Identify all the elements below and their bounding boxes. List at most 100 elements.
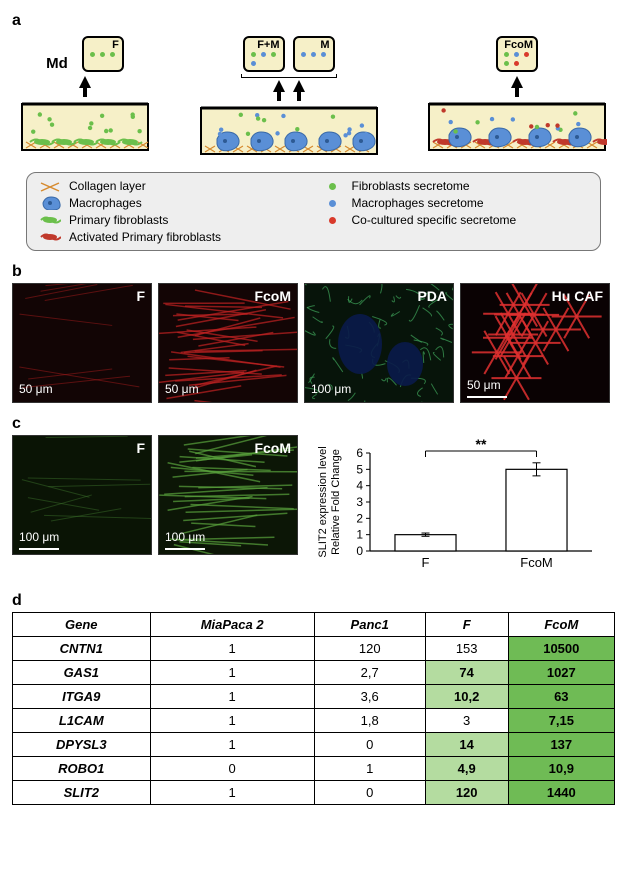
svg-text:4: 4 [356, 479, 363, 493]
secretome-box: M [293, 36, 335, 72]
diagram-group: F+M M [199, 36, 379, 156]
culture-dish [199, 106, 379, 156]
legend-item: Primary fibroblasts [39, 213, 306, 227]
table-row: ITGA913,610,263 [13, 685, 615, 709]
micrograph-label: F [136, 440, 145, 456]
micrograph: FcoM 100 μm [158, 435, 298, 555]
secretome-box: FcoM [496, 36, 538, 72]
svg-text:3: 3 [356, 495, 363, 509]
table-cell: 1 [150, 781, 314, 805]
panel-c: F 100 μm FcoM 100 μm 0 1 2 3 4 5 6 F FcoM ** SLIT2 e… [12, 435, 615, 578]
gene-name-cell: SLIT2 [13, 781, 151, 805]
fsecret-icon [322, 179, 344, 193]
table-cell: 1 [150, 685, 314, 709]
table-header: MiaPaca 2 [150, 613, 314, 637]
svg-text:0: 0 [356, 544, 363, 558]
legend-text: Collagen layer [69, 179, 146, 193]
panel-a-legend: Collagen layerFibroblasts secretomeMacro… [26, 172, 601, 251]
panel-b-row: F50 μm FcoM50 μm PDA100 μm Hu CAF50 μm [12, 283, 615, 403]
micrograph: FcoM50 μm [158, 283, 298, 403]
slit2-chart: 0 1 2 3 4 5 6 F FcoM ** SLIT2 expression levelRela… [312, 435, 615, 578]
table-row: SLIT2101201440 [13, 781, 615, 805]
table-cell: 0 [150, 757, 314, 781]
table-row: DPYSL31014137 [13, 733, 615, 757]
scale-label: 50 μm [467, 378, 501, 392]
culture-dish [427, 102, 607, 152]
gene-name-cell: ITGA9 [13, 685, 151, 709]
legend-text: Primary fibroblasts [69, 213, 168, 227]
msecret-icon [322, 196, 344, 210]
secretome-box: F [82, 36, 124, 72]
svg-text:**: ** [476, 436, 487, 452]
svg-text:2: 2 [356, 511, 363, 525]
micrograph: F 100 μm [12, 435, 152, 555]
micrograph-label: F [136, 288, 145, 304]
scale-label: 50 μm [165, 382, 199, 396]
legend-item: Macrophages [39, 196, 306, 210]
scale-label: 100 μm [311, 382, 351, 396]
panel-d-label: d [12, 592, 615, 610]
svg-text:Relative Fold Change: Relative Fold Change [330, 449, 342, 555]
table-cell: 1,8 [314, 709, 425, 733]
secretome-box: F+M [243, 36, 285, 72]
table-header: FcoM [508, 613, 614, 637]
gene-table: GeneMiaPaca 2Panc1FFcoMCNTN1112015310500… [12, 612, 615, 805]
table-cell: 120 [425, 781, 508, 805]
svg-text:FcoM: FcoM [520, 555, 553, 570]
scale-label: 100 μm [19, 530, 59, 544]
legend-text: Co-cultured specific secretome [352, 213, 517, 227]
secretome-box-label: F [112, 39, 119, 51]
micrograph-label: Hu CAF [552, 288, 603, 304]
table-cell: 3,6 [314, 685, 425, 709]
table-row: L1CAM11,837,15 [13, 709, 615, 733]
legend-item: Activated Primary fibroblasts [39, 230, 306, 244]
secretome-box-label: F+M [257, 39, 279, 51]
gene-name-cell: GAS1 [13, 661, 151, 685]
legend-text: Macrophages secretome [352, 196, 484, 210]
cosecret-icon [322, 213, 344, 227]
panel-c-imgs: F 100 μm FcoM 100 μm [12, 435, 298, 555]
table-cell: 1440 [508, 781, 614, 805]
table-cell: 10,2 [425, 685, 508, 709]
panel-c-label: c [12, 415, 615, 433]
scale-label: 50 μm [19, 382, 53, 396]
macro-icon [39, 196, 61, 210]
afib-icon [39, 230, 61, 244]
table-cell: 120 [314, 637, 425, 661]
table-cell: 7,15 [508, 709, 614, 733]
table-cell: 10500 [508, 637, 614, 661]
svg-text:SLIT2 expression level: SLIT2 expression level [317, 446, 329, 557]
table-cell: 1 [150, 637, 314, 661]
table-cell: 1 [150, 733, 314, 757]
table-row: CNTN1112015310500 [13, 637, 615, 661]
diagram-group: Md F [20, 36, 150, 152]
svg-text:6: 6 [356, 446, 363, 460]
micrograph-label: FcoM [254, 440, 291, 456]
gene-name-cell: ROBO1 [13, 757, 151, 781]
table-cell: 63 [508, 685, 614, 709]
svg-text:5: 5 [356, 462, 363, 476]
table-cell: 1 [314, 757, 425, 781]
secretome-box-label: M [320, 39, 329, 51]
collagen-icon [39, 179, 61, 193]
table-row: GAS112,7741027 [13, 661, 615, 685]
table-cell: 74 [425, 661, 508, 685]
table-cell: 10,9 [508, 757, 614, 781]
table-cell: 2,7 [314, 661, 425, 685]
table-header: F [425, 613, 508, 637]
pfib-icon [39, 213, 61, 227]
scale-label: 100 μm [165, 530, 205, 544]
md-label: Md [46, 55, 68, 72]
table-row: ROBO1014,910,9 [13, 757, 615, 781]
micrograph: F 50 μm [12, 283, 152, 403]
panel-a-label: a [12, 12, 615, 30]
table-header: Gene [13, 613, 151, 637]
legend-item: Macrophages secretome [322, 196, 589, 210]
table-cell: 14 [425, 733, 508, 757]
table-cell: 0 [314, 733, 425, 757]
legend-text: Activated Primary fibroblasts [69, 230, 221, 244]
gene-name-cell: DPYSL3 [13, 733, 151, 757]
svg-text:F: F [422, 555, 430, 570]
table-header: Panc1 [314, 613, 425, 637]
svg-text:1: 1 [356, 528, 363, 542]
